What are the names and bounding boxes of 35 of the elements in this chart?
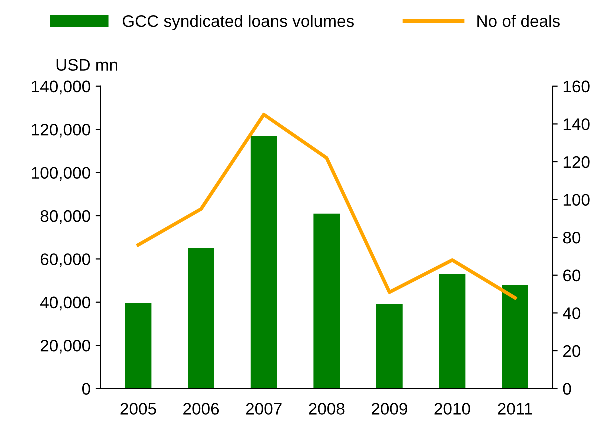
bar: [125, 303, 152, 389]
legend-label: GCC syndicated loans volumes: [122, 15, 354, 31]
y-tick-label: 120,000: [32, 124, 90, 138]
y2-tick-label: 80: [563, 232, 581, 244]
x-tick-label: 2007: [246, 403, 282, 415]
y-axis-title: USD mn: [56, 59, 118, 72]
bar: [502, 285, 528, 389]
x-tick-label: 2011: [498, 403, 532, 415]
y-tick-label: 80,000: [40, 210, 90, 224]
y2-tick-label: 60: [564, 270, 581, 282]
bar: [439, 274, 466, 389]
y-tick-label: 20,000: [40, 340, 90, 354]
y-tick-label: 140,000: [32, 80, 90, 95]
y-tick-label: 100,000: [32, 167, 90, 181]
y-tick-label: 0: [82, 383, 90, 396]
y2-tick-label: 120: [564, 156, 590, 168]
bar: [188, 248, 214, 389]
x-tick-label: 2009: [372, 403, 408, 415]
line-series: [136, 113, 518, 300]
bar: [314, 214, 340, 389]
y2-tick-label: 160: [564, 80, 590, 93]
y2-tick-label: 20: [564, 345, 581, 358]
legend-label: No of deals: [478, 15, 560, 28]
x-tick-label: 2010: [434, 403, 470, 415]
x-tick-label: 2005: [120, 403, 156, 415]
y-tick-label: 60,000: [40, 254, 90, 268]
bar: [376, 304, 403, 389]
x-tick-label: 2006: [184, 403, 220, 415]
x-tick-label: 2008: [309, 403, 345, 415]
y2-tick-label: 40: [563, 308, 581, 320]
y2-tick-label: 140: [564, 118, 590, 130]
bar: [250, 136, 278, 389]
y-tick-label: 40,000: [40, 296, 90, 311]
y2-tick-label: 0: [563, 383, 572, 396]
y2-tick-label: 100: [564, 194, 590, 206]
